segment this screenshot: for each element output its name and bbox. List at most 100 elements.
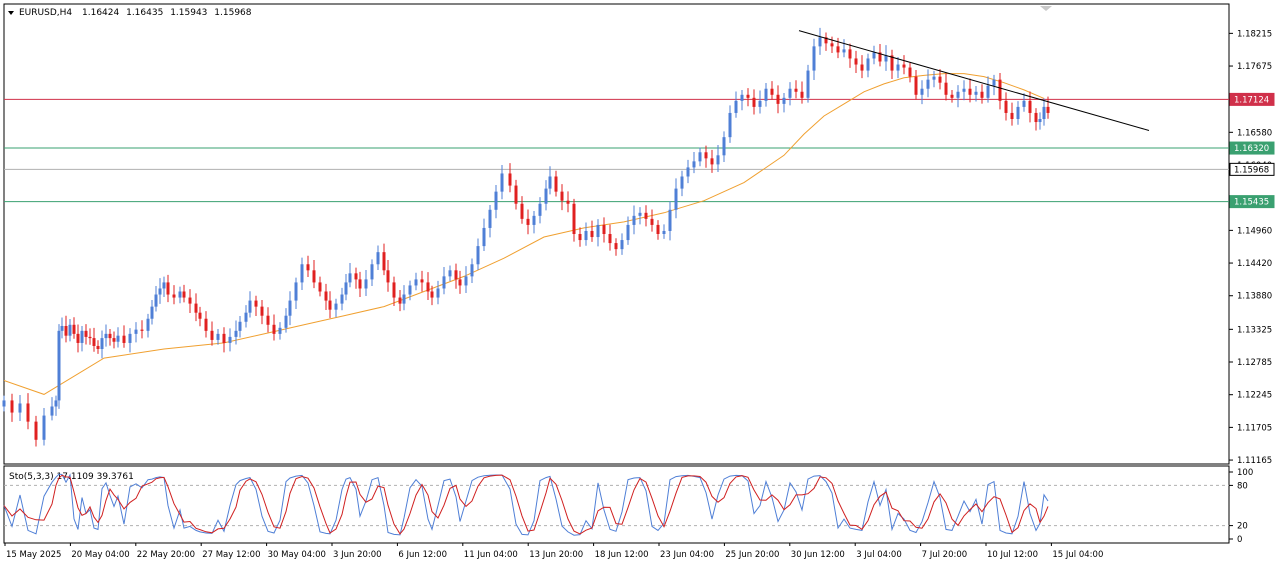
candle[interactable] bbox=[334, 298, 338, 318]
candle[interactable] bbox=[34, 415, 38, 447]
candle[interactable] bbox=[50, 397, 54, 421]
candle[interactable] bbox=[728, 105, 732, 143]
candle[interactable] bbox=[100, 330, 104, 359]
candle[interactable] bbox=[776, 85, 780, 114]
candle[interactable] bbox=[962, 80, 966, 101]
candle[interactable] bbox=[358, 271, 362, 297]
candle[interactable] bbox=[932, 70, 936, 88]
candle[interactable] bbox=[638, 207, 642, 225]
candle[interactable] bbox=[454, 263, 458, 289]
candle[interactable] bbox=[620, 233, 624, 255]
trendline[interactable] bbox=[798, 30, 1150, 131]
candle[interactable] bbox=[158, 278, 162, 304]
candle[interactable] bbox=[76, 324, 80, 353]
candle[interactable] bbox=[986, 76, 990, 103]
candle[interactable] bbox=[1046, 96, 1050, 119]
candle[interactable] bbox=[686, 159, 690, 184]
candle[interactable] bbox=[392, 276, 396, 307]
candle[interactable] bbox=[26, 393, 30, 430]
candle[interactable] bbox=[134, 322, 138, 343]
candle[interactable] bbox=[716, 145, 720, 172]
candle[interactable] bbox=[968, 78, 972, 103]
candle[interactable] bbox=[494, 184, 498, 219]
candle[interactable] bbox=[488, 204, 492, 238]
candle[interactable] bbox=[84, 324, 88, 345]
candle[interactable] bbox=[614, 238, 618, 256]
candle[interactable] bbox=[824, 32, 828, 51]
candle[interactable] bbox=[848, 43, 852, 68]
candle[interactable] bbox=[398, 289, 402, 312]
candle[interactable] bbox=[920, 80, 924, 105]
candle[interactable] bbox=[104, 324, 108, 347]
candle[interactable] bbox=[872, 45, 876, 65]
candle[interactable] bbox=[278, 322, 282, 340]
candle[interactable] bbox=[758, 90, 762, 114]
candle[interactable] bbox=[57, 324, 61, 409]
candle[interactable] bbox=[950, 89, 954, 103]
candle[interactable] bbox=[116, 327, 120, 348]
candle[interactable] bbox=[914, 69, 918, 100]
candle[interactable] bbox=[782, 92, 786, 113]
candle[interactable] bbox=[830, 36, 834, 54]
candle[interactable] bbox=[408, 280, 412, 301]
candle[interactable] bbox=[60, 317, 64, 339]
candle[interactable] bbox=[222, 327, 226, 353]
candle[interactable] bbox=[500, 165, 504, 200]
candle[interactable] bbox=[150, 299, 154, 325]
candle[interactable] bbox=[482, 218, 486, 251]
candle[interactable] bbox=[18, 395, 22, 422]
candle[interactable] bbox=[902, 55, 906, 75]
candle[interactable] bbox=[42, 408, 46, 446]
candle[interactable] bbox=[752, 89, 756, 115]
candle[interactable] bbox=[1042, 98, 1046, 126]
candle[interactable] bbox=[650, 209, 654, 232]
candle[interactable] bbox=[980, 84, 984, 104]
candle[interactable] bbox=[344, 273, 348, 301]
candle[interactable] bbox=[128, 328, 132, 353]
candle[interactable] bbox=[254, 295, 258, 317]
candle[interactable] bbox=[538, 197, 542, 224]
candle[interactable] bbox=[122, 325, 126, 348]
candle[interactable] bbox=[1038, 112, 1042, 130]
candle[interactable] bbox=[198, 306, 202, 327]
candle[interactable] bbox=[154, 286, 158, 312]
candle[interactable] bbox=[860, 55, 864, 79]
candle[interactable] bbox=[312, 260, 316, 289]
level-tag-support-upper[interactable]: 1.16320 bbox=[1229, 141, 1275, 155]
candle[interactable] bbox=[260, 299, 264, 325]
candle[interactable] bbox=[508, 163, 512, 193]
candle[interactable] bbox=[112, 331, 116, 349]
candle[interactable] bbox=[178, 286, 182, 304]
candle[interactable] bbox=[520, 196, 524, 224]
candle[interactable] bbox=[884, 45, 888, 71]
candle[interactable] bbox=[956, 85, 960, 108]
candle[interactable] bbox=[146, 313, 150, 338]
candle[interactable] bbox=[560, 184, 564, 211]
candle[interactable] bbox=[288, 291, 292, 326]
candle[interactable] bbox=[216, 329, 220, 345]
candle[interactable] bbox=[818, 27, 822, 55]
candle[interactable] bbox=[172, 285, 176, 305]
candle[interactable] bbox=[578, 227, 582, 247]
candle[interactable] bbox=[442, 266, 446, 295]
candle[interactable] bbox=[938, 69, 942, 90]
candle[interactable] bbox=[854, 50, 858, 73]
candle[interactable] bbox=[526, 209, 530, 235]
candle[interactable] bbox=[92, 327, 96, 352]
candle[interactable] bbox=[544, 180, 548, 211]
candle[interactable] bbox=[1022, 93, 1026, 112]
candle[interactable] bbox=[426, 272, 430, 300]
chart-shift-marker-icon[interactable] bbox=[1040, 6, 1052, 11]
candle[interactable] bbox=[998, 73, 1002, 110]
candle[interactable] bbox=[734, 91, 738, 118]
candle[interactable] bbox=[420, 270, 424, 292]
candle[interactable] bbox=[974, 86, 978, 102]
level-tag-support-lower[interactable]: 1.15435 bbox=[1229, 195, 1275, 209]
candle[interactable] bbox=[266, 307, 270, 333]
candle[interactable] bbox=[284, 308, 288, 333]
candle[interactable] bbox=[710, 149, 714, 173]
candle[interactable] bbox=[704, 145, 708, 168]
candle[interactable] bbox=[376, 245, 380, 271]
candle[interactable] bbox=[210, 321, 214, 346]
candle[interactable] bbox=[140, 320, 144, 339]
